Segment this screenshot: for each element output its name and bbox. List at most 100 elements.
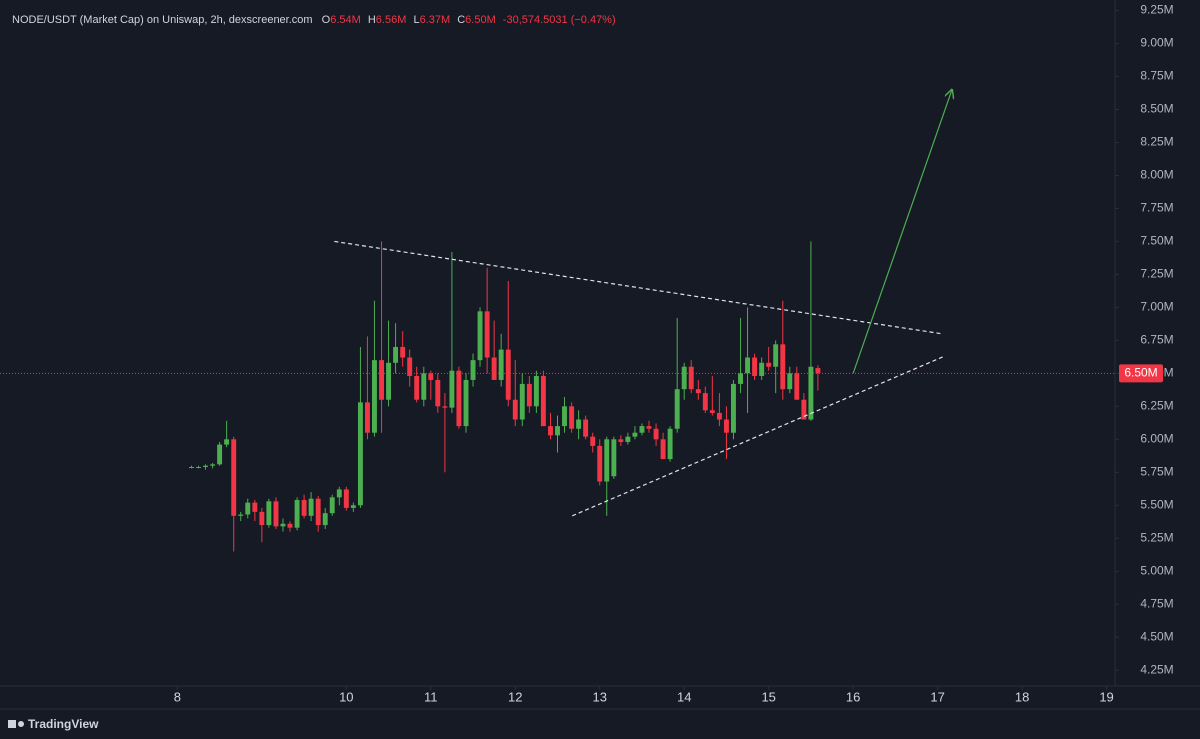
candle-body — [773, 344, 779, 367]
candle-body — [555, 426, 560, 436]
candle-body — [660, 439, 666, 460]
candle-body — [752, 357, 758, 376]
candle-body — [449, 370, 455, 408]
c-label: C — [457, 14, 465, 26]
y-tick-label: 5.25M — [1140, 530, 1173, 544]
trendline — [572, 355, 945, 517]
candle-body — [491, 357, 497, 380]
x-tick-label: 8 — [174, 689, 181, 704]
candle-body — [611, 439, 617, 477]
candle-body — [196, 467, 201, 469]
candle-body — [308, 498, 314, 516]
h-value: 6.56M — [376, 14, 407, 26]
candle-body — [294, 499, 300, 528]
candle-body — [442, 406, 448, 408]
c-value: 6.50M — [465, 14, 496, 26]
candle-body — [477, 311, 483, 361]
candle-body — [738, 373, 744, 384]
y-tick-label: 8.75M — [1140, 69, 1173, 83]
y-tick-label: 6.25M — [1140, 398, 1173, 412]
candle-body — [759, 362, 765, 376]
candle-body — [597, 445, 603, 482]
candle-body — [562, 406, 567, 427]
candle-body — [519, 383, 525, 420]
x-tick-label: 11 — [424, 689, 438, 704]
candle-body — [386, 362, 392, 400]
last-price-badge — [1119, 364, 1163, 383]
candle-body — [709, 410, 715, 413]
x-tick-label: 17 — [930, 689, 944, 704]
y-tick-label: 4.25M — [1140, 662, 1173, 676]
candle-body — [794, 373, 800, 400]
y-tick-label: 7.25M — [1140, 267, 1173, 281]
candle-body — [428, 373, 434, 380]
candle-body — [414, 375, 420, 400]
x-tick-label: 10 — [339, 689, 353, 704]
y-tick-label: 6.75M — [1140, 333, 1173, 347]
h-label: H — [368, 14, 376, 26]
candle-body — [407, 357, 413, 376]
candle-body — [787, 373, 793, 390]
arrow-drawing — [852, 90, 952, 374]
y-tick-label: 5.00M — [1140, 563, 1173, 577]
candle-body — [287, 523, 293, 528]
o-label: O — [322, 14, 331, 26]
candle-body — [808, 366, 814, 420]
watermark: TradingView — [28, 717, 99, 731]
candle-body — [639, 426, 645, 433]
o-value: 6.54M — [330, 14, 361, 26]
candle-body — [569, 406, 575, 429]
candle-body — [695, 389, 701, 394]
watermark-logo: TradingView — [8, 717, 99, 731]
candle-body — [266, 501, 272, 526]
candle-body — [301, 499, 307, 516]
candle-body — [393, 346, 399, 363]
x-tick-label: 15 — [761, 689, 775, 704]
candle-body — [273, 501, 279, 527]
y-tick-label: 5.75M — [1140, 464, 1173, 478]
candle-body — [463, 379, 469, 427]
trendline — [334, 240, 942, 335]
candle-body — [259, 511, 265, 526]
last-price-label: 6.50M — [1124, 366, 1157, 380]
candle-body — [702, 393, 708, 411]
candle-body — [189, 467, 194, 469]
candle-body — [576, 419, 582, 429]
candle-body — [646, 426, 652, 429]
candle-body — [801, 399, 807, 420]
candle-body — [815, 368, 821, 374]
y-tick-label: 4.75M — [1140, 596, 1173, 610]
candle-body — [674, 389, 680, 429]
candle-body — [632, 432, 638, 437]
candle-body — [371, 360, 377, 433]
y-tick-label: 7.75M — [1140, 201, 1173, 215]
candle-body — [583, 419, 589, 437]
candle-body — [470, 360, 476, 380]
candle-body — [681, 366, 687, 390]
candle-body — [533, 375, 539, 407]
y-tick-label: 9.25M — [1140, 3, 1173, 17]
candle-body — [203, 465, 208, 468]
candle-body — [625, 436, 631, 442]
l-label: L — [413, 14, 419, 26]
y-tick-label: 5.50M — [1140, 497, 1173, 511]
candle-body — [512, 399, 518, 420]
candle-body — [653, 428, 659, 440]
candle-body — [590, 436, 596, 446]
x-tick-label: 12 — [508, 689, 522, 704]
candle-body — [280, 523, 286, 527]
y-tick-label: 6.00M — [1140, 431, 1173, 445]
x-tick-label: 13 — [593, 689, 607, 704]
y-tick-label: 7.50M — [1140, 234, 1173, 248]
candle-body — [400, 346, 406, 358]
candle-body — [252, 502, 258, 512]
candle-body — [357, 402, 363, 506]
x-tick-label: 19 — [1099, 689, 1113, 704]
candle-body — [421, 373, 427, 400]
candle-body — [604, 439, 610, 482]
candle-body — [245, 502, 251, 515]
candle-body — [364, 402, 370, 433]
candle-body — [526, 383, 532, 407]
